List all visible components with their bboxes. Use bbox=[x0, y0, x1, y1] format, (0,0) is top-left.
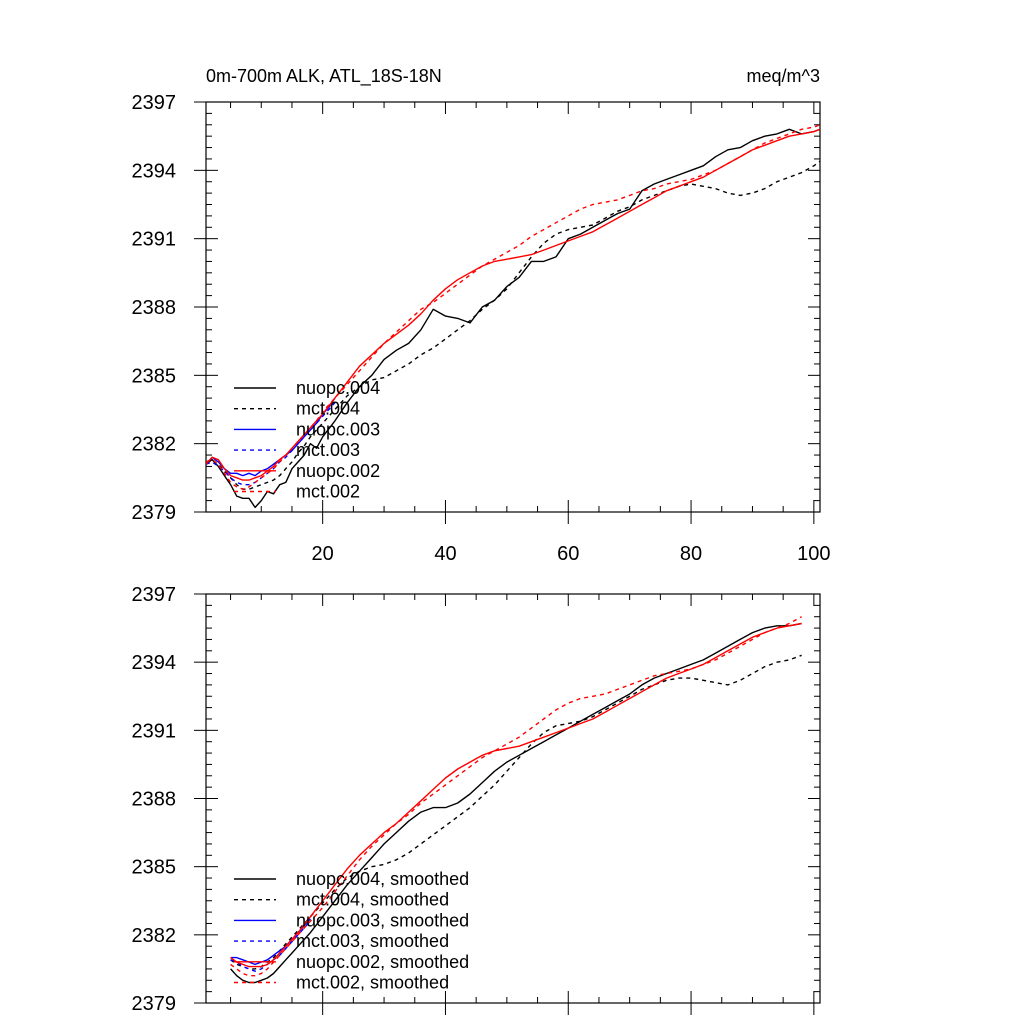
legend-label: mct.004, smoothed bbox=[296, 890, 449, 910]
y-tick-label: 2397 bbox=[132, 584, 177, 606]
legend-label: mct.002 bbox=[296, 482, 360, 502]
legend-label: mct.003 bbox=[296, 440, 360, 460]
y-tick-label: 2385 bbox=[132, 365, 177, 387]
series-line-4 bbox=[206, 402, 336, 486]
chart-title: 0m-700m ALK, ATL_18S-18N bbox=[206, 66, 442, 87]
series-line-2 bbox=[206, 160, 820, 490]
y-tick-label: 2379 bbox=[132, 993, 177, 1015]
legend-label: mct.004 bbox=[296, 399, 360, 419]
x-tick-label: 40 bbox=[434, 543, 456, 565]
legend-label: nuopc.004, smoothed bbox=[296, 869, 469, 889]
legend-label: mct.003, smoothed bbox=[296, 931, 449, 951]
x-tick-label: 80 bbox=[680, 543, 702, 565]
y-tick-label: 2382 bbox=[132, 434, 177, 456]
legend-label: nuopc.002 bbox=[296, 461, 380, 481]
chart-panel-2: 2379 2382 2385 2388 2391 2394 2397 nuopc.004, s… bbox=[132, 584, 821, 1015]
y-tick-label: 2391 bbox=[132, 720, 177, 742]
y-tick-label: 2382 bbox=[132, 925, 177, 947]
legend-label: nuopc.004 bbox=[296, 378, 380, 398]
x-tick-label: 20 bbox=[312, 543, 334, 565]
y-tick-label: 2397 bbox=[132, 92, 177, 114]
legend: nuopc.004mct.004nuopc.003mct.003nuopc.00… bbox=[234, 378, 380, 502]
y-tick-label: 2385 bbox=[132, 857, 177, 879]
y-tick-label: 2388 bbox=[132, 297, 177, 319]
y-tick-label: 2394 bbox=[132, 160, 177, 182]
legend-label: mct.002, smoothed bbox=[296, 973, 449, 993]
legend-label: nuopc.003, smoothed bbox=[296, 910, 469, 930]
series-line-1 bbox=[230, 622, 802, 984]
x-tick-label: 60 bbox=[557, 543, 579, 565]
chart-panel-1: 20 40 60 80 100 2379 2382 2385 2388 2391 2394 2397 0… bbox=[132, 66, 831, 565]
series-line-2 bbox=[230, 654, 802, 970]
y-tick-label: 2379 bbox=[132, 502, 177, 524]
y-tick-label: 2394 bbox=[132, 652, 177, 674]
legend-label: nuopc.002, smoothed bbox=[296, 952, 469, 972]
series-line-4 bbox=[230, 920, 311, 972]
legend-label: nuopc.003 bbox=[296, 419, 380, 439]
y-tick-label: 2388 bbox=[132, 789, 177, 811]
chart-units: meq/m^3 bbox=[747, 66, 820, 86]
series-line-6 bbox=[230, 616, 802, 977]
series-group bbox=[230, 616, 802, 984]
x-tick-label: 100 bbox=[797, 543, 830, 565]
y-tick-label: 2391 bbox=[132, 229, 177, 251]
